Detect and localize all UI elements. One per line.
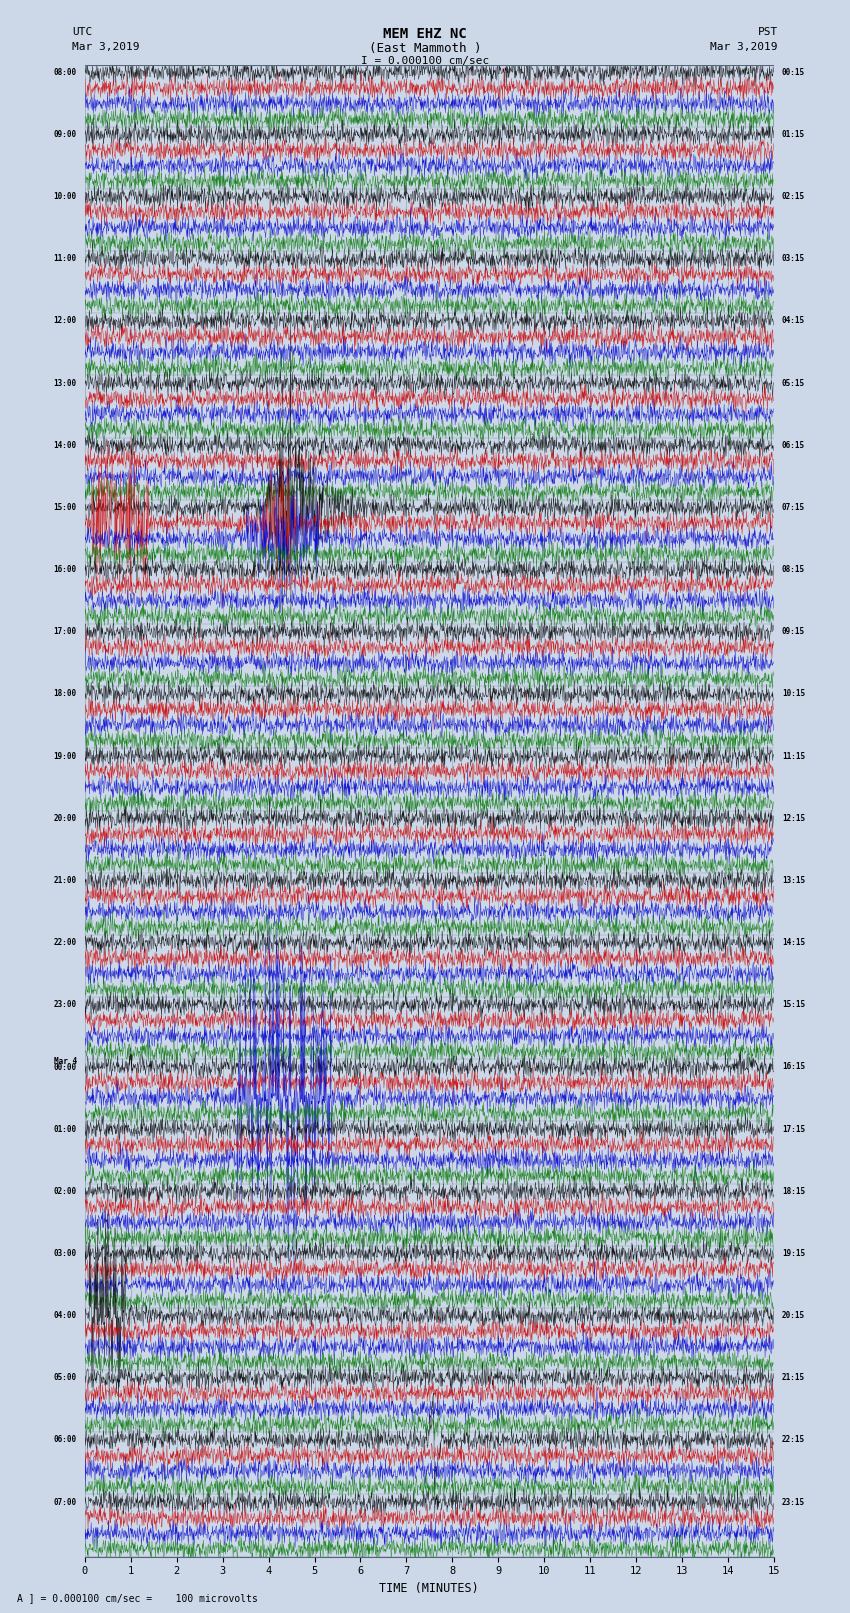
Text: 08:00: 08:00 — [54, 68, 76, 77]
Text: 20:00: 20:00 — [54, 815, 76, 823]
Text: 00:00: 00:00 — [54, 1063, 76, 1073]
Text: 20:15: 20:15 — [782, 1311, 805, 1319]
Text: 08:15: 08:15 — [782, 565, 805, 574]
Text: 05:00: 05:00 — [54, 1373, 76, 1382]
Text: 15:00: 15:00 — [54, 503, 76, 511]
Text: 13:00: 13:00 — [54, 379, 76, 387]
Text: 23:15: 23:15 — [782, 1497, 805, 1507]
Text: 23:00: 23:00 — [54, 1000, 76, 1010]
Text: 04:15: 04:15 — [782, 316, 805, 326]
Text: 22:15: 22:15 — [782, 1436, 805, 1445]
Text: 13:15: 13:15 — [782, 876, 805, 886]
Text: 10:15: 10:15 — [782, 689, 805, 698]
Text: MEM EHZ NC: MEM EHZ NC — [383, 27, 467, 42]
Text: 19:00: 19:00 — [54, 752, 76, 761]
Text: 16:00: 16:00 — [54, 565, 76, 574]
Text: 10:00: 10:00 — [54, 192, 76, 202]
Text: 04:00: 04:00 — [54, 1311, 76, 1319]
Text: 17:15: 17:15 — [782, 1124, 805, 1134]
Text: 18:15: 18:15 — [782, 1187, 805, 1195]
Text: 02:15: 02:15 — [782, 192, 805, 202]
Text: 21:00: 21:00 — [54, 876, 76, 886]
Text: 06:00: 06:00 — [54, 1436, 76, 1445]
Text: 05:15: 05:15 — [782, 379, 805, 387]
Text: Mar 3,2019: Mar 3,2019 — [72, 42, 139, 52]
Text: 18:00: 18:00 — [54, 689, 76, 698]
Text: 03:00: 03:00 — [54, 1248, 76, 1258]
Text: 15:15: 15:15 — [782, 1000, 805, 1010]
Text: 09:15: 09:15 — [782, 627, 805, 636]
Text: 02:00: 02:00 — [54, 1187, 76, 1195]
Text: 19:15: 19:15 — [782, 1248, 805, 1258]
Text: 17:00: 17:00 — [54, 627, 76, 636]
Text: 00:15: 00:15 — [782, 68, 805, 77]
Text: 07:00: 07:00 — [54, 1497, 76, 1507]
Text: PST: PST — [757, 27, 778, 37]
Text: Mar 4: Mar 4 — [54, 1057, 76, 1066]
Text: 11:00: 11:00 — [54, 255, 76, 263]
Text: 14:00: 14:00 — [54, 440, 76, 450]
Text: 03:15: 03:15 — [782, 255, 805, 263]
Text: (East Mammoth ): (East Mammoth ) — [369, 42, 481, 55]
Text: Mar 3,2019: Mar 3,2019 — [711, 42, 778, 52]
Text: 14:15: 14:15 — [782, 939, 805, 947]
X-axis label: TIME (MINUTES): TIME (MINUTES) — [379, 1582, 479, 1595]
Text: 22:00: 22:00 — [54, 939, 76, 947]
Text: 06:15: 06:15 — [782, 440, 805, 450]
Text: 07:15: 07:15 — [782, 503, 805, 511]
Text: 09:00: 09:00 — [54, 131, 76, 139]
Text: I = 0.000100 cm/sec: I = 0.000100 cm/sec — [361, 56, 489, 66]
Text: UTC: UTC — [72, 27, 93, 37]
Text: 11:15: 11:15 — [782, 752, 805, 761]
Text: 01:15: 01:15 — [782, 131, 805, 139]
Text: 01:00: 01:00 — [54, 1124, 76, 1134]
Text: A ] = 0.000100 cm/sec =    100 microvolts: A ] = 0.000100 cm/sec = 100 microvolts — [17, 1594, 258, 1603]
Text: 12:00: 12:00 — [54, 316, 76, 326]
Text: 21:15: 21:15 — [782, 1373, 805, 1382]
Text: 16:15: 16:15 — [782, 1063, 805, 1071]
Text: 12:15: 12:15 — [782, 815, 805, 823]
